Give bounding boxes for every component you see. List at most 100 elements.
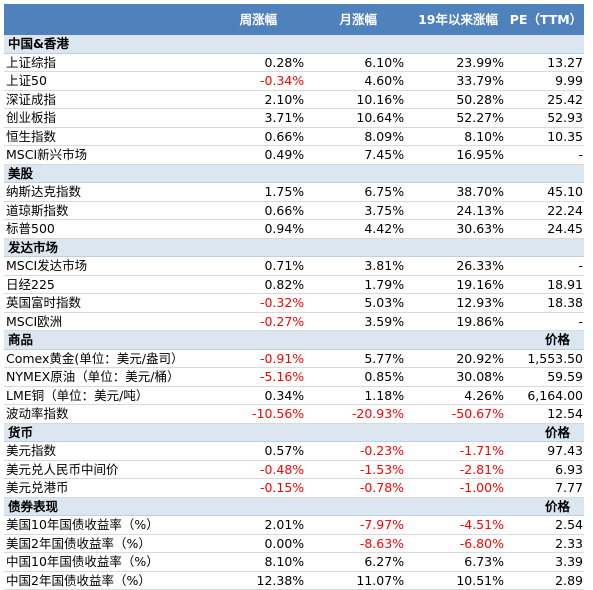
table-row: 深证成指 2.10% 10.16% 50.28% 25.42 <box>4 91 584 110</box>
table-row: 中国2年国债收益率（%） 12.38% 11.07% 10.51% 2.89 <box>4 572 584 590</box>
section-blank-cell <box>408 331 508 349</box>
pe-or-price-cell: 45.10 <box>547 184 583 200</box>
pe-or-price-cell: 2.89 <box>555 572 583 588</box>
table-row: NYMEX原油（单位：美元/桶） -5.16% 0.85% 30.08% 59.59 <box>4 368 584 387</box>
table-row: 标普500 0.94% 4.42% 30.63% 24.45 <box>4 220 584 239</box>
section-header-row: 债券表现 价格 <box>4 497 584 517</box>
ytd-change-cell: 33.79% <box>456 73 504 89</box>
monthly-change-cell: -0.78% <box>359 480 405 496</box>
row-name: 波动率指数 <box>6 406 69 422</box>
ytd-change-cell: 16.95% <box>456 147 504 163</box>
weekly-change-cell: 0.66% <box>264 128 305 144</box>
row-name: NYMEX原油（单位：美元/桶） <box>6 369 180 385</box>
monthly-change-cell: 7.45% <box>364 147 405 163</box>
section-blank-cell <box>208 239 308 257</box>
ytd-change-cell: 26.33% <box>456 258 504 274</box>
weekly-change-cell: -0.15% <box>259 480 305 496</box>
table-row: 美国2年国债收益率（%） 0.00% -8.63% -6.80% 2.33 <box>4 535 584 554</box>
section-blank-cell <box>208 331 308 349</box>
row-name: 纳斯达克指数 <box>6 184 82 200</box>
pe-or-price-cell: - <box>578 147 583 163</box>
row-name: 日经225 <box>6 276 55 292</box>
monthly-change-cell: 8.09% <box>364 128 405 144</box>
table-row: LME铜（单位：美元/吨） 0.34% 1.18% 4.26% 6,164.00 <box>4 387 584 406</box>
pe-or-price-cell: 13.27 <box>547 54 583 70</box>
pe-or-price-cell: 2.54 <box>555 517 583 533</box>
monthly-change-cell: -1.53% <box>359 461 405 477</box>
table-row: MSCI欧洲 -0.27% 3.59% 19.86% - <box>4 313 584 332</box>
weekly-change-cell: 0.34% <box>264 387 305 403</box>
ytd-change-cell: -6.80% <box>459 535 504 551</box>
row-name: 标普500 <box>6 221 55 237</box>
ytd-change-cell: 19.16% <box>456 276 504 292</box>
ytd-change-cell: 10.51% <box>456 572 504 588</box>
monthly-change-cell: 5.03% <box>364 295 405 311</box>
pe-or-price-cell: 52.93 <box>547 110 583 126</box>
monthly-change-cell: -8.63% <box>359 535 405 551</box>
weekly-change-cell: 1.75% <box>264 184 305 200</box>
table-row: 恒生指数 0.66% 8.09% 8.10% 10.35 <box>4 128 584 147</box>
ytd-change-cell: 30.63% <box>456 221 504 237</box>
row-name: 英国富时指数 <box>6 295 82 311</box>
row-name: 上证50 <box>6 73 47 89</box>
row-name: 恒生指数 <box>6 128 57 144</box>
section-blank-cell <box>308 239 408 257</box>
ytd-change-cell: 52.27% <box>456 110 504 126</box>
ytd-change-cell: 24.13% <box>456 202 504 218</box>
monthly-change-cell: -7.97% <box>359 517 405 533</box>
table-row: 日经225 0.82% 1.79% 19.16% 18.91 <box>4 276 584 295</box>
ytd-change-cell: 30.08% <box>456 369 504 385</box>
ytd-change-cell: -50.67% <box>451 406 504 422</box>
header-monthly-change: 月涨幅 <box>339 12 377 27</box>
section-blank-cell <box>308 35 408 53</box>
weekly-change-cell: 0.28% <box>264 54 305 70</box>
pe-or-price-cell: 3.39 <box>555 554 583 570</box>
pe-or-price-cell: - <box>578 258 583 274</box>
pe-or-price-cell: 6,164.00 <box>527 387 583 403</box>
weekly-change-cell: 2.10% <box>264 91 305 107</box>
weekly-change-cell: -0.48% <box>259 461 305 477</box>
pe-or-price-cell: 6.93 <box>555 461 583 477</box>
table-header-row: 周涨幅 月涨幅 19年以来涨幅 PE（TTM） <box>4 4 584 35</box>
pe-or-price-cell: 24.45 <box>547 221 583 237</box>
section-blank-cell <box>408 165 508 183</box>
pe-or-price-cell: 18.91 <box>547 276 583 292</box>
pe-or-price-cell: 9.99 <box>555 73 583 89</box>
monthly-change-cell: 1.79% <box>364 276 405 292</box>
pe-or-price-cell: 10.35 <box>547 128 583 144</box>
row-name: MSCI欧洲 <box>6 313 63 329</box>
section-blank-cell <box>408 424 508 442</box>
header-weekly-change: 周涨幅 <box>239 12 278 27</box>
section-price-label <box>507 239 584 257</box>
section-header-row: 发达市场 <box>4 238 584 258</box>
ytd-change-cell: 23.99% <box>456 54 504 70</box>
row-name: 美国10年国债收益率（%） <box>6 517 159 533</box>
weekly-change-cell: 3.71% <box>264 110 305 126</box>
section-price-label: 价格 <box>545 424 571 440</box>
section-header-row: 货币 价格 <box>4 423 584 443</box>
row-name: 上证综指 <box>6 54 57 70</box>
section-blank-cell <box>308 498 408 516</box>
weekly-change-cell: 0.94% <box>264 221 305 237</box>
section-price-label <box>507 35 584 53</box>
ytd-change-cell: 8.10% <box>464 128 504 144</box>
weekly-change-cell: 8.10% <box>264 554 305 570</box>
ytd-change-cell: 6.73% <box>464 554 504 570</box>
monthly-change-cell: 0.85% <box>364 369 405 385</box>
section-blank-cell <box>208 498 308 516</box>
table-row: MSCI新兴市场 0.49% 7.45% 16.95% - <box>4 146 584 165</box>
monthly-change-cell: 10.64% <box>356 110 405 126</box>
table-row: 上证综指 0.28% 6.10% 23.99% 13.27 <box>4 54 584 73</box>
pe-or-price-cell: 59.59 <box>547 369 583 385</box>
section-blank-cell <box>308 331 408 349</box>
section-price-label: 价格 <box>545 332 571 348</box>
ytd-change-cell: -2.81% <box>459 461 504 477</box>
market-performance-table: 周涨幅 月涨幅 19年以来涨幅 PE（TTM） 中国&香港 上证综指 0.28% 6.… <box>4 4 584 590</box>
weekly-change-cell: -0.34% <box>259 73 305 89</box>
table-row: 上证50 -0.34% 4.60% 33.79% 9.99 <box>4 72 584 91</box>
monthly-change-cell: -0.23% <box>359 443 405 459</box>
weekly-change-cell: 0.66% <box>264 202 305 218</box>
section-price-label <box>507 165 584 183</box>
weekly-change-cell: 0.57% <box>264 443 305 459</box>
table-row: 道琼斯指数 0.66% 3.75% 24.13% 22.24 <box>4 202 584 221</box>
